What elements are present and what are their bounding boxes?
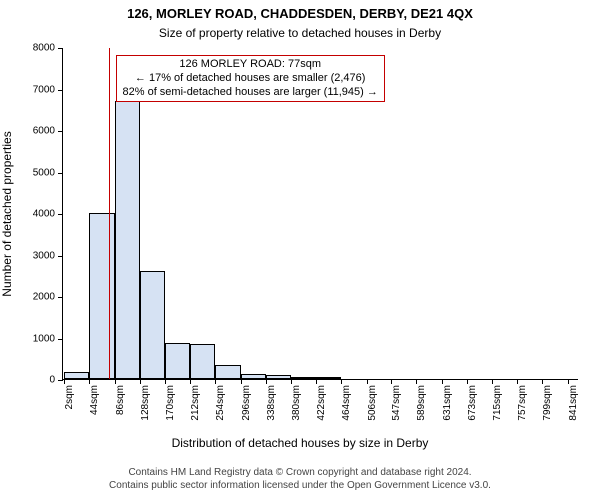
- x-tick-label: 86sqm: [115, 385, 126, 415]
- chart-title-main: 126, MORLEY ROAD, CHADDESDEN, DERBY, DE2…: [0, 6, 600, 21]
- histogram-bar: [316, 377, 341, 379]
- x-tick-label: 254sqm: [215, 385, 226, 421]
- y-tick: [58, 131, 63, 132]
- y-tick-label: 7000: [33, 84, 55, 95]
- histogram-bar: [241, 374, 266, 379]
- y-tick-label: 0: [49, 375, 55, 386]
- x-tick: [367, 379, 368, 384]
- x-tick: [416, 379, 417, 384]
- annotation-line: 126 MORLEY ROAD: 77sqm: [123, 58, 378, 72]
- y-axis-label: Number of detached properties: [0, 131, 14, 296]
- x-tick: [492, 379, 493, 384]
- y-tick: [58, 90, 63, 91]
- x-tick-label: 841sqm: [568, 385, 579, 421]
- x-tick-label: 296sqm: [241, 385, 252, 421]
- x-tick: [64, 379, 65, 384]
- x-tick-label: 128sqm: [140, 385, 151, 421]
- histogram-bar: [140, 271, 165, 379]
- x-tick: [89, 379, 90, 384]
- y-tick-label: 1000: [33, 333, 55, 344]
- y-tick: [58, 256, 63, 257]
- x-tick: [316, 379, 317, 384]
- x-tick: [517, 379, 518, 384]
- x-tick-label: 422sqm: [316, 385, 327, 421]
- y-tick: [58, 173, 63, 174]
- y-tick-label: 2000: [33, 292, 55, 303]
- x-tick: [467, 379, 468, 384]
- footer-line-2: Contains public sector information licen…: [0, 479, 600, 492]
- x-tick-label: 170sqm: [165, 385, 176, 421]
- histogram-bar: [115, 101, 140, 379]
- x-tick: [266, 379, 267, 384]
- annotation-line: 82% of semi-detached houses are larger (…: [123, 86, 378, 100]
- x-tick-label: 2sqm: [64, 385, 75, 409]
- annotation-line: ← 17% of detached houses are smaller (2,…: [123, 72, 378, 86]
- y-tick: [58, 214, 63, 215]
- x-tick-label: 673sqm: [467, 385, 478, 421]
- x-tick: [291, 379, 292, 384]
- x-tick-label: 715sqm: [492, 385, 503, 421]
- x-tick-label: 380sqm: [291, 385, 302, 421]
- x-tick-label: 464sqm: [341, 385, 352, 421]
- x-tick: [391, 379, 392, 384]
- y-tick: [58, 380, 63, 381]
- x-tick: [165, 379, 166, 384]
- x-tick: [341, 379, 342, 384]
- y-tick: [58, 48, 63, 49]
- x-tick: [542, 379, 543, 384]
- annotation-box: 126 MORLEY ROAD: 77sqm← 17% of detached …: [116, 55, 385, 102]
- y-tick-label: 5000: [33, 167, 55, 178]
- y-tick: [58, 339, 63, 340]
- x-tick-label: 212sqm: [190, 385, 201, 421]
- x-tick: [140, 379, 141, 384]
- reference-line: [109, 48, 110, 379]
- footer-line-1: Contains HM Land Registry data © Crown c…: [0, 466, 600, 479]
- chart-title-sub: Size of property relative to detached ho…: [0, 26, 600, 40]
- chart-footer: Contains HM Land Registry data © Crown c…: [0, 466, 600, 492]
- y-tick-label: 6000: [33, 126, 55, 137]
- x-tick-label: 547sqm: [391, 385, 402, 421]
- y-tick: [58, 297, 63, 298]
- x-tick: [241, 379, 242, 384]
- x-tick: [442, 379, 443, 384]
- y-tick-label: 3000: [33, 250, 55, 261]
- x-tick-label: 757sqm: [517, 385, 528, 421]
- x-tick: [115, 379, 116, 384]
- histogram-bar: [165, 343, 190, 379]
- x-axis-label: Distribution of detached houses by size …: [0, 436, 600, 450]
- x-tick: [568, 379, 569, 384]
- histogram-bar: [215, 365, 240, 379]
- histogram-bar: [291, 377, 316, 379]
- x-tick-label: 338sqm: [266, 385, 277, 421]
- histogram-bar: [190, 344, 215, 379]
- x-tick-label: 799sqm: [542, 385, 553, 421]
- x-tick-label: 589sqm: [416, 385, 427, 421]
- histogram-bar: [266, 375, 291, 379]
- x-tick-label: 631sqm: [442, 385, 453, 421]
- y-tick-label: 8000: [33, 43, 55, 54]
- x-tick: [190, 379, 191, 384]
- x-tick: [215, 379, 216, 384]
- histogram-bar: [64, 372, 89, 379]
- y-tick-label: 4000: [33, 209, 55, 220]
- histogram-bar: [89, 213, 114, 379]
- x-tick-label: 44sqm: [89, 385, 100, 415]
- x-tick-label: 506sqm: [367, 385, 378, 421]
- chart-container: { "chart": { "type": "histogram", "title…: [0, 0, 600, 500]
